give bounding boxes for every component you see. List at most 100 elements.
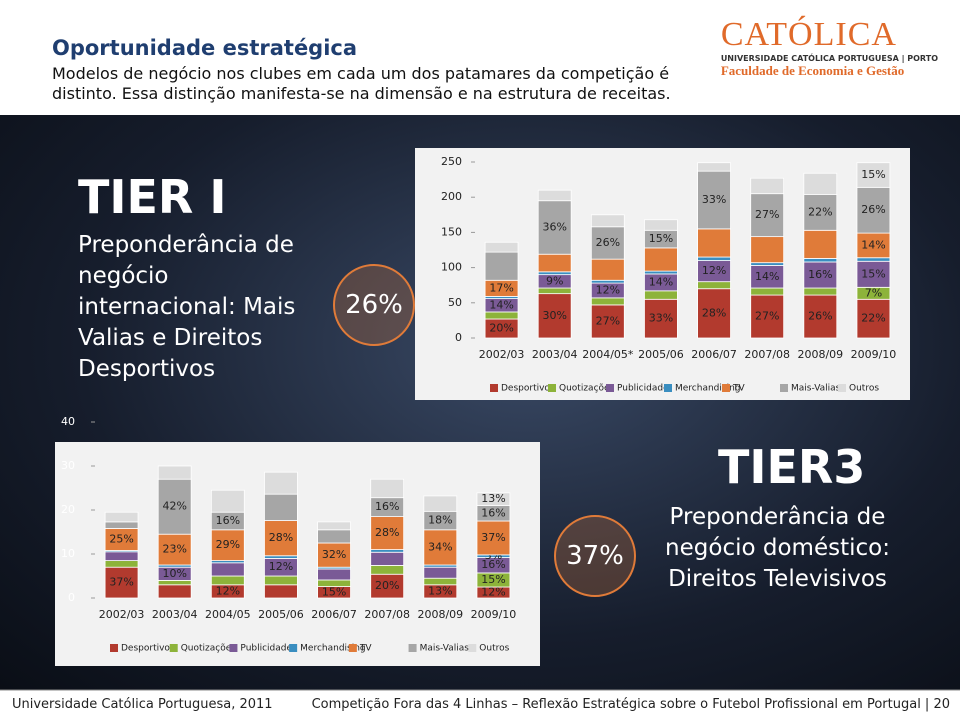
- data-label: 18%: [428, 514, 452, 527]
- x-tick-label: 2006/07: [691, 348, 737, 361]
- bar-segment: [644, 247, 678, 272]
- y-tick-label: 100: [441, 261, 462, 274]
- legend-label: Publicidade: [240, 644, 292, 654]
- bar-segment: [423, 577, 458, 586]
- legend-label: Publicidade: [617, 384, 669, 394]
- bar-segment: [697, 281, 731, 290]
- data-label: 22%: [861, 312, 885, 325]
- legend-swatch: [780, 384, 788, 392]
- bar-segment: [590, 226, 625, 260]
- data-label: 16%: [481, 506, 505, 519]
- bar-segment: [157, 465, 192, 480]
- bar-segment: [856, 186, 891, 234]
- x-tick-label: 2009/10: [471, 608, 517, 621]
- bar-segment: [317, 579, 351, 587]
- legend-label: Quotizações: [181, 644, 237, 654]
- data-label: 27%: [596, 314, 620, 327]
- bar-segment: [644, 219, 678, 231]
- footer-text: Competição Fora das 4 Linhas – Reflexão …: [311, 697, 950, 712]
- bar-segment: [370, 478, 405, 499]
- data-label: 12%: [702, 264, 726, 277]
- logo-line: UNIVERSIDADE CATÓLICA PORTUGUESA | PORTO: [720, 54, 938, 63]
- data-label: 10%: [162, 567, 186, 580]
- bar-segment: [317, 529, 351, 544]
- data-label: 12%: [481, 586, 505, 599]
- data-label: 16%: [808, 268, 832, 281]
- legend-swatch: [664, 384, 672, 392]
- y-tick-label: 30: [61, 459, 75, 472]
- bar-segment: [856, 260, 891, 288]
- y-tick-label: 20: [61, 503, 75, 516]
- legend-label: Merchandising: [675, 384, 741, 394]
- bar-segment: [644, 290, 678, 300]
- data-label: 14%: [755, 270, 779, 283]
- data-label: 15%: [861, 168, 885, 181]
- bar-segment: [590, 258, 625, 281]
- y-tick-label: 50: [448, 296, 462, 309]
- bar-segment: [697, 170, 731, 230]
- bar-segment: [537, 293, 572, 339]
- x-tick-label: 2008/09: [797, 348, 843, 361]
- data-label: 12%: [269, 560, 293, 573]
- legend-label: Merchandising: [300, 644, 366, 654]
- bar-segment: [856, 232, 891, 259]
- bar-segment: [750, 287, 785, 296]
- data-label: 30%: [542, 309, 566, 322]
- data-label: 15%: [481, 573, 505, 586]
- y-tick-label: 200: [441, 190, 462, 203]
- y-tick-label: 0: [68, 591, 75, 604]
- bar-segment: [590, 297, 625, 306]
- data-label: 17%: [489, 281, 513, 294]
- data-label: 13%: [428, 584, 452, 597]
- legend-label: Mais-Valias: [420, 644, 470, 654]
- x-tick-label: 2003/04: [152, 608, 198, 621]
- bar-segment: [210, 575, 245, 586]
- data-label: 28%: [375, 526, 399, 539]
- tier-text: Preponderância de negócio internacional:…: [78, 232, 296, 382]
- x-tick-label: 2004/05: [205, 608, 251, 621]
- x-tick-label: 2008/09: [417, 608, 463, 621]
- data-label: 28%: [269, 531, 293, 544]
- bar-segment: [104, 521, 139, 529]
- bar-segment: [537, 271, 572, 276]
- x-tick-label: 2006/07: [311, 608, 357, 621]
- bar-segment: [856, 162, 891, 188]
- data-label: 37%: [481, 531, 505, 544]
- legend-swatch: [838, 384, 846, 392]
- y-tick-label: 150: [441, 225, 462, 238]
- legend-label: Desportivos: [501, 384, 555, 394]
- bar-segment: [264, 493, 298, 521]
- x-tick-label: 2002/03: [479, 348, 525, 361]
- bar-segment: [317, 568, 351, 581]
- bar-segment: [590, 279, 625, 284]
- data-label: 36%: [542, 220, 566, 233]
- data-label: 37%: [109, 576, 133, 589]
- data-label: 9%: [546, 274, 563, 287]
- x-tick-label: 2007/08: [364, 608, 410, 621]
- bar-segment: [104, 511, 139, 523]
- y-tick-label: 250: [441, 155, 462, 168]
- data-label: 20%: [489, 321, 513, 334]
- y-tick-label: 0: [455, 331, 462, 344]
- data-label: 16%: [481, 558, 505, 571]
- bar-segment: [750, 294, 785, 339]
- data-label: 33%: [702, 193, 726, 206]
- bar-segment: [697, 162, 731, 172]
- bar-segment: [264, 471, 298, 495]
- bar-segment: [264, 584, 298, 599]
- bar-segment: [803, 193, 838, 231]
- x-tick-label: 2004/05*: [582, 348, 634, 361]
- bar-segment: [210, 562, 245, 577]
- bar-segment: [537, 287, 572, 295]
- bar-segment: [317, 542, 351, 568]
- bar-segment: [210, 489, 245, 513]
- bar-segment: [484, 251, 519, 281]
- bar-segment: [590, 214, 625, 228]
- legend-swatch: [722, 384, 730, 392]
- x-tick-label: 2003/04: [532, 348, 578, 361]
- data-label: 28%: [702, 306, 726, 319]
- bar-segment: [370, 565, 405, 575]
- legend-swatch: [490, 384, 498, 392]
- data-label: 22%: [808, 205, 832, 218]
